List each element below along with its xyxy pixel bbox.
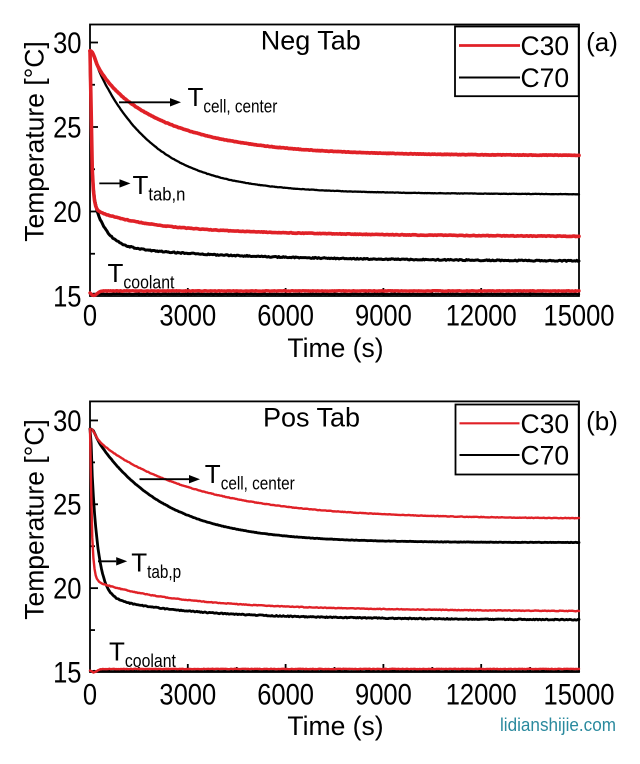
svg-text:20: 20 xyxy=(53,196,81,229)
svg-text:lidianshijie.com: lidianshijie.com xyxy=(500,715,616,735)
svg-text:15000: 15000 xyxy=(544,300,615,333)
svg-text:12000: 12000 xyxy=(446,300,517,333)
svg-text:9000: 9000 xyxy=(355,300,412,333)
svg-text:(a): (a) xyxy=(586,27,618,57)
svg-text:30: 30 xyxy=(53,27,81,60)
svg-text:C70: C70 xyxy=(521,63,570,93)
svg-text:25: 25 xyxy=(53,489,81,522)
svg-text:C30: C30 xyxy=(521,31,570,61)
svg-text:0: 0 xyxy=(83,679,97,712)
svg-text:Temperature [°C]: Temperature [°C] xyxy=(20,419,50,620)
svg-text:Time (s): Time (s) xyxy=(287,711,383,741)
svg-text:C70: C70 xyxy=(521,441,570,471)
svg-text:6000: 6000 xyxy=(257,300,314,333)
svg-text:20: 20 xyxy=(53,572,81,605)
svg-text:30: 30 xyxy=(53,405,81,438)
svg-text:(b): (b) xyxy=(586,406,618,436)
svg-text:C30: C30 xyxy=(521,409,570,439)
svg-text:Neg Tab: Neg Tab xyxy=(261,25,361,55)
svg-text:25: 25 xyxy=(53,111,81,144)
svg-text:15: 15 xyxy=(53,656,81,689)
svg-text:Pos Tab: Pos Tab xyxy=(263,402,360,432)
svg-text:3000: 3000 xyxy=(159,679,216,712)
svg-text:6000: 6000 xyxy=(257,679,314,712)
svg-text:0: 0 xyxy=(83,300,97,333)
svg-text:12000: 12000 xyxy=(446,679,517,712)
svg-text:Tcoolant: Tcoolant xyxy=(108,258,175,293)
svg-text:9000: 9000 xyxy=(355,679,412,712)
svg-text:15000: 15000 xyxy=(544,679,615,712)
svg-text:Time (s): Time (s) xyxy=(287,333,383,363)
svg-text:15: 15 xyxy=(53,280,81,313)
svg-text:Temperature [°C]: Temperature [°C] xyxy=(20,41,50,242)
svg-text:3000: 3000 xyxy=(159,300,216,333)
